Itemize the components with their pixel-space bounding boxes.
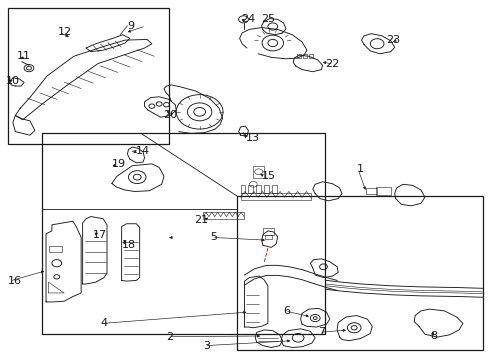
Text: 16: 16 <box>8 276 22 286</box>
Text: 10: 10 <box>5 76 20 86</box>
Text: 17: 17 <box>92 230 106 239</box>
Text: 24: 24 <box>241 14 255 24</box>
Bar <box>308 54 312 58</box>
Bar <box>375 187 390 195</box>
Bar <box>264 185 268 193</box>
Text: 18: 18 <box>122 239 136 249</box>
Text: 25: 25 <box>261 14 275 24</box>
Bar <box>49 246 61 252</box>
Text: 7: 7 <box>317 327 324 337</box>
Text: 19: 19 <box>112 159 126 169</box>
Text: 21: 21 <box>194 215 208 225</box>
Bar <box>303 54 306 58</box>
Text: 5: 5 <box>210 232 217 242</box>
Bar <box>297 54 301 58</box>
Text: 15: 15 <box>261 171 275 181</box>
Bar <box>366 188 376 194</box>
Text: 9: 9 <box>127 21 134 31</box>
Bar <box>248 185 253 193</box>
Text: 4: 4 <box>101 319 107 328</box>
Bar <box>271 185 276 193</box>
Bar <box>203 212 244 220</box>
Bar <box>42 134 325 334</box>
Bar <box>263 228 273 234</box>
Bar <box>264 234 272 239</box>
Text: 14: 14 <box>136 145 150 156</box>
Bar <box>8 8 168 144</box>
Bar <box>237 196 483 350</box>
Bar <box>253 166 264 178</box>
Text: 23: 23 <box>385 35 399 45</box>
Text: 6: 6 <box>283 306 290 316</box>
Text: 13: 13 <box>245 133 259 143</box>
Text: 3: 3 <box>203 341 210 351</box>
Text: 1: 1 <box>356 164 363 174</box>
Text: 12: 12 <box>58 27 72 37</box>
Bar <box>240 193 311 200</box>
Bar <box>256 185 261 193</box>
Text: 8: 8 <box>429 331 436 341</box>
Text: 22: 22 <box>325 59 339 69</box>
Text: 20: 20 <box>163 111 177 121</box>
Text: 2: 2 <box>166 332 173 342</box>
Text: 11: 11 <box>17 51 31 61</box>
Bar <box>240 185 245 193</box>
